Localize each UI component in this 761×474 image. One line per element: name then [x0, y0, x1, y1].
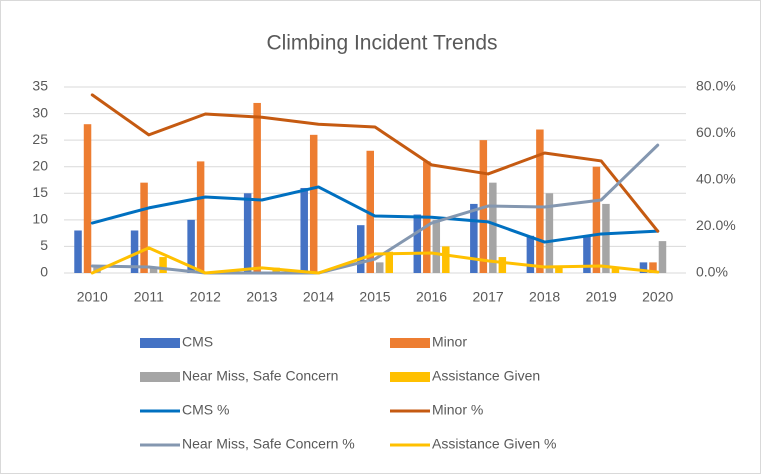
bar: [93, 265, 101, 273]
bar: [470, 203, 478, 273]
x-tick-label: 2010: [77, 289, 108, 305]
bar: [159, 257, 167, 273]
y-tick-label: 35: [32, 78, 48, 94]
bar: [376, 262, 384, 273]
bar: [592, 166, 601, 273]
legend-label: Minor: [432, 334, 467, 350]
bar: [149, 267, 158, 273]
line-series: [90, 93, 660, 233]
bar: [545, 193, 554, 273]
y-tick-label: 10: [32, 211, 48, 227]
y2-tick-label: 80.0%: [696, 78, 736, 94]
legend-swatch: [140, 338, 180, 348]
y2-tick-label: 60.0%: [696, 124, 736, 140]
line-series: [90, 143, 660, 275]
y2-tick-label: 20.0%: [696, 217, 736, 233]
legend-label: Minor %: [432, 402, 483, 418]
x-tick-label: 2016: [416, 289, 447, 305]
bar: [366, 150, 374, 273]
y2-tick-label: 40.0%: [696, 171, 736, 187]
bar: [187, 219, 195, 273]
bar: [602, 203, 610, 273]
y-tick-label: 5: [40, 237, 48, 253]
x-tick-label: 2018: [529, 289, 560, 305]
legend-label: CMS %: [182, 402, 229, 418]
line-series: [90, 246, 660, 275]
y-tick-label: 15: [32, 184, 48, 200]
bar: [649, 262, 657, 273]
bar: [413, 214, 422, 273]
y-tick-label: 25: [32, 131, 48, 147]
bar: [489, 182, 497, 273]
legend-label: Assistance Given: [432, 368, 540, 384]
bar: [357, 225, 365, 273]
y-tick-label: 20: [32, 157, 48, 173]
x-tick-label: 2011: [134, 289, 164, 305]
bar: [536, 129, 544, 273]
bar: [74, 230, 82, 273]
bar: [309, 134, 318, 273]
legend-swatch: [390, 338, 430, 348]
legend-swatch: [140, 372, 180, 382]
chart-title: Climbing Incident Trends: [266, 32, 497, 55]
bar: [526, 235, 535, 273]
bar: [555, 267, 563, 273]
x-tick-label: 2013: [246, 289, 277, 305]
x-tick-label: 2014: [303, 289, 334, 305]
x-tick-label: 2015: [359, 289, 390, 305]
bar: [300, 187, 308, 273]
bar: [498, 257, 507, 273]
bar: [385, 251, 393, 273]
legend-swatch: [390, 372, 430, 382]
bar: [432, 219, 441, 273]
bar: [140, 182, 148, 273]
bar: [130, 230, 139, 273]
line-series: [90, 185, 660, 244]
legend-label: Near Miss, Safe Concern %: [182, 436, 355, 452]
x-tick-label: 2020: [642, 289, 673, 305]
x-tick-label: 2012: [190, 289, 221, 305]
x-tick-label: 2017: [473, 289, 504, 305]
x-tick-label: 2019: [586, 289, 617, 305]
bar: [243, 193, 252, 273]
legend-label: CMS: [182, 334, 213, 350]
bar: [658, 241, 667, 273]
bar: [583, 235, 591, 273]
bar: [83, 124, 92, 273]
bar: [639, 262, 648, 273]
y-tick-label: 30: [32, 104, 48, 120]
y2-tick-label: 0.0%: [696, 264, 728, 280]
bar: [253, 102, 261, 273]
y-tick-label: 0: [40, 264, 48, 280]
bar: [442, 246, 450, 273]
bar: [196, 161, 205, 273]
legend-label: Near Miss, Safe Concern: [182, 368, 338, 384]
bar: [611, 267, 620, 273]
legend-label: Assistance Given %: [432, 436, 557, 452]
